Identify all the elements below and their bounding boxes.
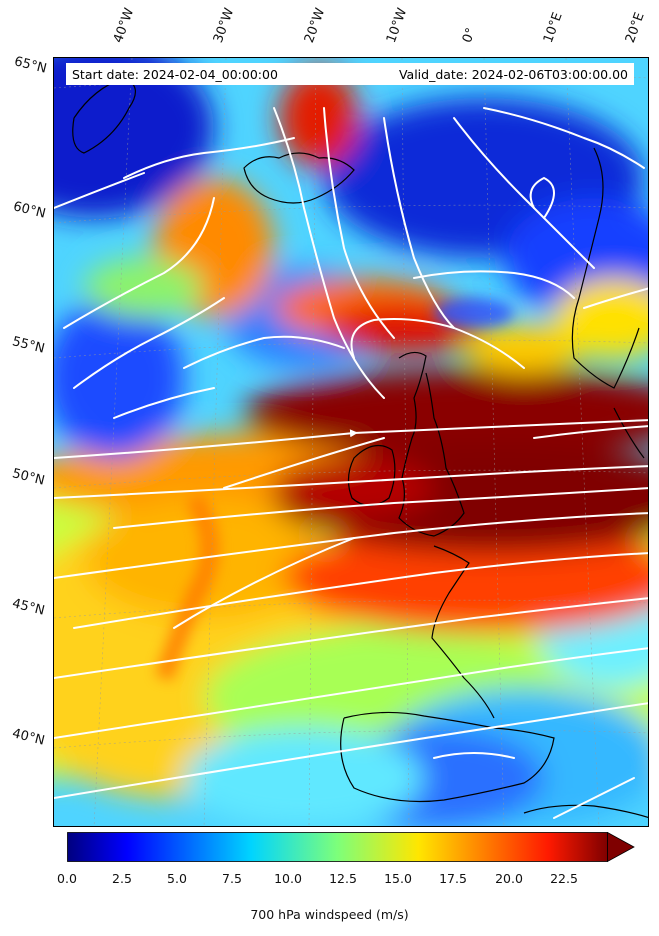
date-header: Start date: 2024-02-04_00:00:00 Valid_da… bbox=[66, 63, 634, 85]
colorbar-tick-6: 15.0 bbox=[384, 871, 412, 886]
lon-label-40w: 40°W bbox=[110, 6, 138, 45]
lon-label-20e: 20°E bbox=[622, 10, 648, 46]
colorbar-tick-9: 22.5 bbox=[550, 871, 578, 886]
colorbar-title: 700 hPa windspeed (m/s) bbox=[250, 907, 409, 922]
colorbar-tick-3: 7.5 bbox=[222, 871, 242, 886]
map-panel bbox=[53, 57, 649, 827]
lon-label-0: 0° bbox=[459, 25, 480, 45]
colorbar-tick-2: 5.0 bbox=[167, 871, 187, 886]
coastlines bbox=[72, 77, 648, 819]
colorbar-tick-8: 20.0 bbox=[495, 871, 523, 886]
lat-label-40n: 40°N bbox=[10, 726, 47, 749]
wind-streamlines bbox=[54, 107, 648, 819]
valid-date-label: Valid_date: 2024-02-06T03:00:00.00 bbox=[398, 66, 628, 82]
windspeed-field bbox=[54, 58, 648, 826]
lat-label-65n: 65°N bbox=[12, 54, 49, 77]
lon-label-30w: 30°W bbox=[210, 6, 238, 45]
lon-label-20w: 20°W bbox=[301, 6, 329, 45]
lon-label-10w: 10°W bbox=[383, 6, 411, 45]
lon-label-10e: 10°E bbox=[540, 10, 566, 46]
colorbar-tick-5: 12.5 bbox=[329, 871, 357, 886]
colorbar-tick-7: 17.5 bbox=[439, 871, 467, 886]
start-date-label: Start date: 2024-02-04_00:00:00 bbox=[72, 66, 278, 82]
lat-label-50n: 50°N bbox=[10, 466, 47, 489]
colorbar-tick-4: 10.0 bbox=[274, 871, 302, 886]
colorbar-tick-0: 0.0 bbox=[57, 871, 77, 886]
colorbar bbox=[67, 832, 635, 863]
lat-label-55n: 55°N bbox=[10, 334, 47, 357]
lat-label-60n: 60°N bbox=[11, 199, 48, 222]
colorbar-tick-1: 2.5 bbox=[112, 871, 132, 886]
lat-label-45n: 45°N bbox=[10, 596, 47, 619]
